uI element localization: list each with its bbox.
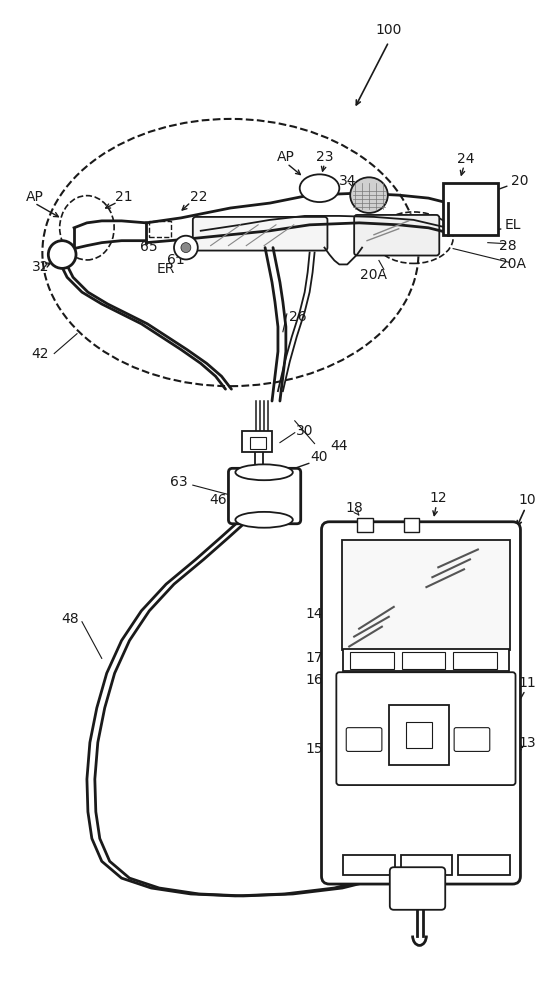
Text: ER: ER — [157, 262, 175, 276]
FancyBboxPatch shape — [228, 468, 301, 524]
Ellipse shape — [235, 464, 293, 480]
Text: AP: AP — [277, 150, 295, 164]
FancyBboxPatch shape — [389, 705, 449, 765]
FancyBboxPatch shape — [350, 652, 394, 669]
Text: EL: EL — [505, 218, 521, 232]
FancyBboxPatch shape — [342, 540, 509, 650]
FancyBboxPatch shape — [390, 867, 445, 910]
Text: 65: 65 — [140, 240, 158, 254]
Text: 61: 61 — [167, 253, 185, 267]
FancyBboxPatch shape — [343, 855, 395, 875]
Text: 28: 28 — [499, 239, 517, 253]
Text: 30: 30 — [296, 424, 313, 438]
Text: 20A: 20A — [499, 257, 526, 271]
FancyBboxPatch shape — [357, 518, 373, 532]
Text: 32: 32 — [32, 260, 49, 274]
FancyBboxPatch shape — [402, 652, 445, 669]
FancyBboxPatch shape — [193, 217, 328, 251]
FancyBboxPatch shape — [346, 728, 382, 751]
Text: 20A: 20A — [360, 268, 388, 282]
FancyBboxPatch shape — [336, 672, 515, 785]
FancyBboxPatch shape — [453, 652, 497, 669]
Text: 13: 13 — [519, 736, 536, 750]
Text: 42: 42 — [32, 347, 49, 361]
Text: 14: 14 — [306, 607, 323, 621]
Text: 23: 23 — [316, 150, 333, 164]
Text: 20: 20 — [511, 174, 528, 188]
Text: 16: 16 — [306, 673, 323, 687]
FancyBboxPatch shape — [250, 437, 266, 449]
FancyBboxPatch shape — [354, 215, 440, 256]
Ellipse shape — [300, 174, 339, 202]
Text: 100: 100 — [376, 23, 402, 37]
Text: AP: AP — [26, 190, 43, 204]
Text: 12: 12 — [430, 491, 447, 505]
FancyBboxPatch shape — [403, 518, 419, 532]
FancyBboxPatch shape — [242, 431, 272, 452]
Text: 40: 40 — [311, 450, 328, 464]
Text: 46: 46 — [210, 493, 227, 507]
Text: 34: 34 — [339, 174, 356, 188]
FancyBboxPatch shape — [343, 649, 508, 671]
Text: 48: 48 — [61, 612, 79, 626]
Circle shape — [174, 236, 198, 259]
Text: 44: 44 — [330, 439, 348, 453]
FancyBboxPatch shape — [458, 855, 509, 875]
FancyBboxPatch shape — [454, 728, 490, 751]
Text: 22: 22 — [190, 190, 207, 204]
FancyBboxPatch shape — [406, 722, 432, 748]
Ellipse shape — [350, 177, 388, 213]
Ellipse shape — [235, 512, 293, 528]
FancyBboxPatch shape — [401, 855, 452, 875]
Text: 15: 15 — [306, 742, 323, 756]
Text: 11: 11 — [519, 676, 536, 690]
Text: 26: 26 — [289, 310, 306, 324]
Text: 10: 10 — [519, 493, 536, 507]
Text: 63: 63 — [170, 475, 188, 489]
Circle shape — [181, 243, 191, 253]
Circle shape — [48, 241, 76, 268]
FancyBboxPatch shape — [322, 522, 520, 884]
Text: 24: 24 — [457, 152, 475, 166]
Text: 18: 18 — [345, 501, 363, 515]
FancyBboxPatch shape — [443, 183, 498, 235]
Text: 17: 17 — [306, 651, 323, 665]
Text: 21: 21 — [115, 190, 132, 204]
